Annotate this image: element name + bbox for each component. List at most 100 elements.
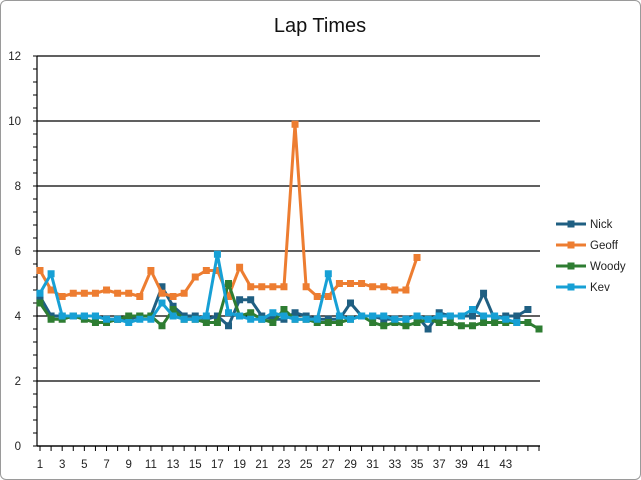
- data-point-woody: [36, 299, 44, 307]
- data-point-woody: [413, 319, 421, 326]
- x-tick-label: 39: [455, 459, 468, 471]
- series-line-geoff: [38, 122, 419, 298]
- data-point-kev: [114, 315, 122, 323]
- x-tick-label: 33: [388, 459, 401, 471]
- data-point-geoff: [69, 289, 77, 297]
- data-point-nick: [424, 325, 432, 333]
- y-tick-labels: 0 2 4 6 8 10 12: [8, 51, 21, 453]
- x-tick-label: 25: [300, 459, 313, 471]
- data-point-kev: [202, 312, 210, 320]
- data-point-kev: [324, 270, 332, 278]
- y-tick-label: 0: [15, 441, 21, 453]
- x-tick-label: 3: [59, 459, 65, 471]
- data-point-geoff: [136, 293, 144, 300]
- data-point-kev: [491, 312, 499, 320]
- data-point-kev: [502, 315, 510, 323]
- data-point-kev: [413, 312, 421, 320]
- x-tick-label: 37: [433, 459, 446, 471]
- data-point-kev: [380, 312, 388, 320]
- data-point-kev: [58, 312, 66, 320]
- data-point-woody: [269, 319, 277, 326]
- x-tick-label: 41: [477, 459, 490, 471]
- data-point-nick: [524, 306, 532, 313]
- data-point-woody: [335, 319, 343, 326]
- data-point-kev: [236, 312, 244, 320]
- data-point-nick: [225, 322, 233, 330]
- data-point-geoff: [391, 286, 399, 294]
- series-woody: [36, 280, 543, 333]
- chart-title: Lap Times: [274, 15, 366, 37]
- data-point-nick: [468, 312, 476, 320]
- data-point-kev: [225, 309, 233, 317]
- data-point-kev: [513, 319, 521, 326]
- data-point-nick: [213, 312, 221, 320]
- data-point-geoff: [158, 289, 166, 297]
- legend: Nick Geoff Woody Kev: [556, 219, 626, 294]
- x-tick-label: 35: [411, 459, 424, 471]
- series-kev: [36, 250, 521, 326]
- data-point-kev: [180, 315, 188, 323]
- data-point-woody: [435, 319, 443, 326]
- x-tick-label: 1: [37, 459, 43, 471]
- data-point-kev: [335, 312, 343, 320]
- data-point-woody: [225, 280, 233, 287]
- data-point-woody: [202, 319, 210, 326]
- data-point-kev: [358, 312, 366, 320]
- data-point-nick: [158, 283, 166, 291]
- x-tick-label: 27: [322, 459, 335, 471]
- data-point-geoff: [380, 283, 388, 291]
- data-point-kev: [103, 315, 111, 323]
- data-point-geoff: [413, 254, 421, 261]
- data-point-kev: [91, 312, 99, 320]
- y-tick-label: 10: [8, 116, 21, 128]
- data-point-nick: [291, 309, 299, 317]
- data-point-kev: [125, 319, 133, 326]
- data-point-kev: [136, 315, 144, 323]
- legend-swatch-marker: [567, 283, 575, 291]
- data-point-geoff: [302, 283, 310, 291]
- x-tick-label: 17: [211, 459, 224, 471]
- data-point-geoff: [147, 267, 155, 274]
- legend-label: Woody: [590, 261, 626, 273]
- data-point-woody: [47, 315, 55, 323]
- data-point-geoff: [213, 267, 221, 274]
- x-tick-labels: 1 3 5 7 9 11 13 15 17 19 21 23 25 27 29 31 33 35 37 39 41 43: [37, 459, 512, 471]
- y-tick-label: 8: [15, 181, 21, 193]
- y-tick-label: 12: [8, 51, 21, 63]
- x-tick-label: 11: [145, 459, 157, 471]
- data-point-geoff: [180, 289, 188, 297]
- data-point-woody: [91, 319, 99, 326]
- legend-label: Nick: [590, 219, 613, 231]
- data-point-geoff: [269, 283, 277, 291]
- data-point-geoff: [247, 283, 255, 291]
- data-point-geoff: [280, 283, 288, 291]
- data-point-kev: [457, 312, 465, 320]
- data-point-kev: [80, 312, 88, 320]
- series-line-kev: [38, 252, 518, 324]
- series-layer: [36, 120, 543, 333]
- data-point-kev: [291, 315, 299, 323]
- data-point-woody: [535, 325, 543, 333]
- data-point-kev: [147, 315, 155, 323]
- data-point-kev: [247, 315, 255, 323]
- data-point-geoff: [402, 286, 410, 294]
- x-tick-label: 31: [366, 459, 379, 471]
- legend-swatch-marker: [567, 262, 575, 270]
- data-point-geoff: [36, 267, 44, 274]
- legend-item-nick: Nick: [556, 219, 613, 231]
- data-point-nick: [513, 312, 521, 320]
- data-point-kev: [446, 312, 454, 320]
- data-point-woody: [524, 319, 532, 326]
- x-tick-label: 23: [278, 459, 291, 471]
- axes: [33, 55, 540, 451]
- data-point-geoff: [125, 289, 133, 297]
- data-point-kev: [47, 270, 55, 278]
- x-tick-label: 5: [81, 459, 87, 471]
- data-point-kev: [280, 312, 288, 320]
- x-tick-label: 9: [126, 459, 132, 471]
- data-point-geoff: [346, 280, 354, 287]
- data-point-geoff: [80, 289, 88, 297]
- data-point-geoff: [258, 283, 266, 291]
